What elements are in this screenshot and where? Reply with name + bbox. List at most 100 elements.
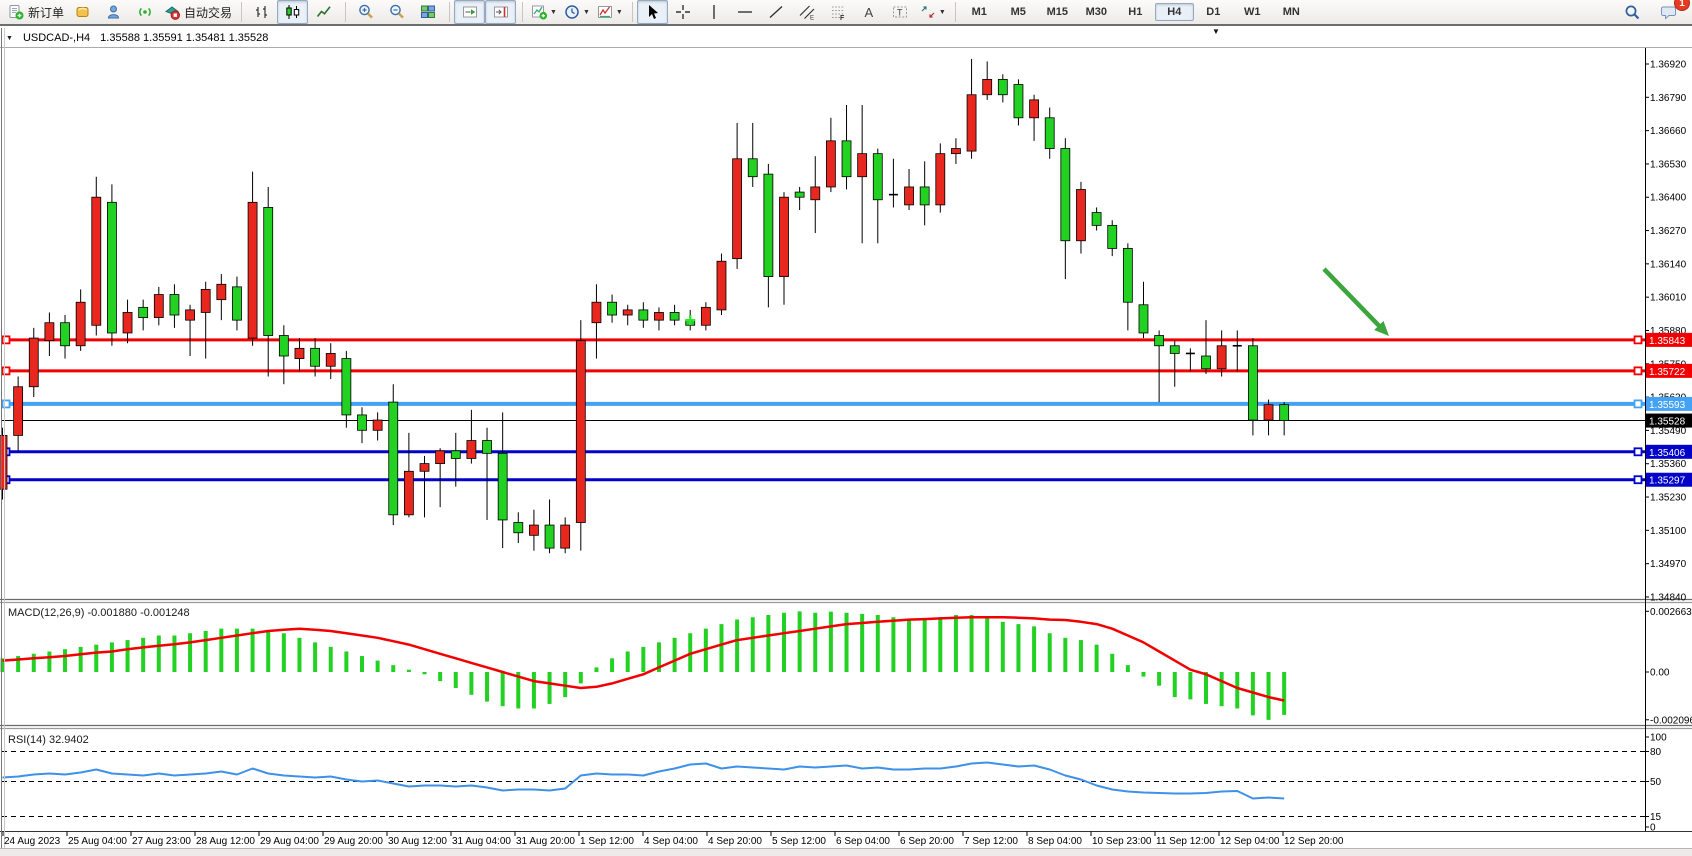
candle-down (107, 201, 117, 334)
plus-marker[interactable] (685, 315, 696, 326)
candle-down (357, 414, 367, 431)
zoom-in-button[interactable] (350, 0, 381, 24)
arrow-annotation[interactable] (1322, 267, 1383, 329)
tile-windows-icon (420, 5, 435, 18)
chart-shift-button[interactable] (485, 0, 517, 24)
chevron-down-icon[interactable]: ▼ (615, 8, 623, 16)
new-order-icon (9, 5, 24, 20)
trend-line-icon (769, 5, 783, 19)
text-button[interactable]: A (854, 0, 885, 24)
new-order-button[interactable]: 新订单 (4, 0, 67, 24)
toolbar-separator (237, 2, 243, 22)
candle-up (1216, 345, 1227, 370)
candlestick-chart-icon (285, 5, 299, 19)
indicators-button[interactable]: ▼ (527, 0, 560, 24)
rsi-tick-label: 0 (1650, 823, 1656, 834)
profile-button[interactable] (98, 0, 129, 24)
bar-chart-button[interactable] (246, 0, 277, 24)
candle-down (997, 78, 1008, 96)
trend-line-button[interactable] (761, 0, 792, 24)
time-tick-label: 12 Sep 04:00 (1220, 836, 1280, 847)
market-panel-button[interactable] (67, 0, 98, 24)
price-tick-label: 1.36270 (1650, 226, 1687, 237)
search-button[interactable] (1616, 0, 1647, 24)
time-tick-label: 29 Aug 20:00 (324, 836, 383, 847)
candle-down (1107, 224, 1118, 249)
cursor-button[interactable] (636, 0, 668, 24)
rsi-indicator-label: RSI(14) 32.9402 (8, 734, 89, 746)
line-handle[interactable] (1, 399, 11, 409)
line-handle[interactable] (1633, 447, 1643, 457)
chevron-down-icon[interactable]: ▼ (582, 8, 590, 16)
time-tick-label: 12 Sep 20:00 (1284, 836, 1344, 847)
price-tick-label: 1.35230 (1650, 493, 1687, 504)
text-label-button[interactable]: T (885, 0, 916, 24)
line-handle[interactable] (1633, 366, 1643, 376)
time-tick-label: 5 Sep 12:00 (772, 836, 826, 847)
chart-symbol-title: USDCAD-,H4 (22, 32, 91, 44)
horizontal-line-button[interactable] (730, 0, 761, 24)
zoom-out-button[interactable] (381, 0, 412, 24)
vertical-line-button[interactable] (699, 0, 730, 24)
line-handle[interactable] (1, 335, 11, 345)
timeframe-button-mn[interactable]: MN (1282, 6, 1300, 18)
rsi-pane (2, 751, 1645, 817)
toolbar-separator (518, 2, 524, 22)
templates-button[interactable]: ▼ (593, 0, 626, 24)
tile-windows-button[interactable] (412, 0, 443, 24)
text-icon: A (865, 5, 874, 20)
timeframe-button-m30[interactable]: M30 (1085, 6, 1107, 18)
chart-collapse-icon[interactable]: ▼ (6, 34, 13, 42)
candle-up (294, 347, 305, 359)
line-handle[interactable] (1633, 399, 1643, 409)
svg-text:A: A (865, 5, 874, 20)
timeframe-button-m5[interactable]: M5 (1010, 6, 1026, 18)
notifications-button[interactable]: 1 (1653, 0, 1690, 24)
line-handle[interactable] (1633, 335, 1643, 345)
timeframe-button-m1[interactable]: M1 (971, 6, 987, 18)
fibonacci-button[interactable]: F (823, 0, 854, 24)
timeframe-button-h1[interactable]: H1 (1128, 6, 1143, 18)
svg-text:T: T (897, 8, 903, 18)
chart-dropdown-arrow-icon[interactable]: ▼ (1212, 27, 1220, 36)
timeframe-button-h4[interactable]: H4 (1154, 3, 1194, 21)
line-chart-icon (316, 6, 331, 17)
text-label-icon: T (893, 6, 908, 18)
auto-scroll-button[interactable] (454, 0, 486, 24)
auto-trading-button[interactable]: 自动交易 (160, 0, 235, 24)
candle-down (1138, 304, 1149, 334)
timeframe-button-d1[interactable]: D1 (1206, 6, 1221, 18)
signals-button[interactable] (129, 0, 160, 24)
zoom-in-icon (358, 4, 373, 19)
price-tick-label: 1.36790 (1650, 93, 1687, 104)
candle-up (951, 148, 961, 155)
arrow-annotation-head[interactable] (1374, 320, 1389, 336)
candle-down (1013, 84, 1024, 119)
candle-down (232, 286, 242, 321)
line-handle[interactable] (1633, 475, 1643, 485)
candle-up (825, 140, 836, 188)
line-handle[interactable] (1, 366, 11, 376)
candle-down (1044, 117, 1055, 149)
timeframe-button-m15[interactable]: M15 (1046, 6, 1068, 18)
chevron-down-icon[interactable]: ▼ (938, 8, 946, 16)
candle-up (904, 186, 914, 206)
arrows-button[interactable]: ▼ (916, 0, 949, 24)
price-badge-1.35528: 1.35528 (1649, 417, 1686, 428)
price-tick-label: 1.35100 (1650, 526, 1687, 537)
equidistant-channel-button[interactable]: E (792, 0, 823, 24)
timeframe-button-w1[interactable]: W1 (1244, 6, 1261, 18)
crosshair-button[interactable] (668, 0, 699, 24)
gold-cube-icon (76, 7, 89, 17)
time-tick-label: 11 Sep 12:00 (1156, 836, 1215, 847)
candle-up (857, 153, 868, 178)
periods-button[interactable]: ▼ (560, 0, 593, 24)
chevron-down-icon[interactable]: ▼ (550, 8, 557, 16)
toolbar-separator (445, 2, 451, 22)
line-chart-button[interactable] (308, 0, 339, 24)
candlestick-chart-button[interactable] (277, 0, 309, 24)
price-badge-1.35843: 1.35843 (1649, 336, 1686, 347)
svg-text:E: E (810, 16, 814, 22)
candle-up (779, 196, 789, 278)
candle-down (1122, 248, 1133, 303)
